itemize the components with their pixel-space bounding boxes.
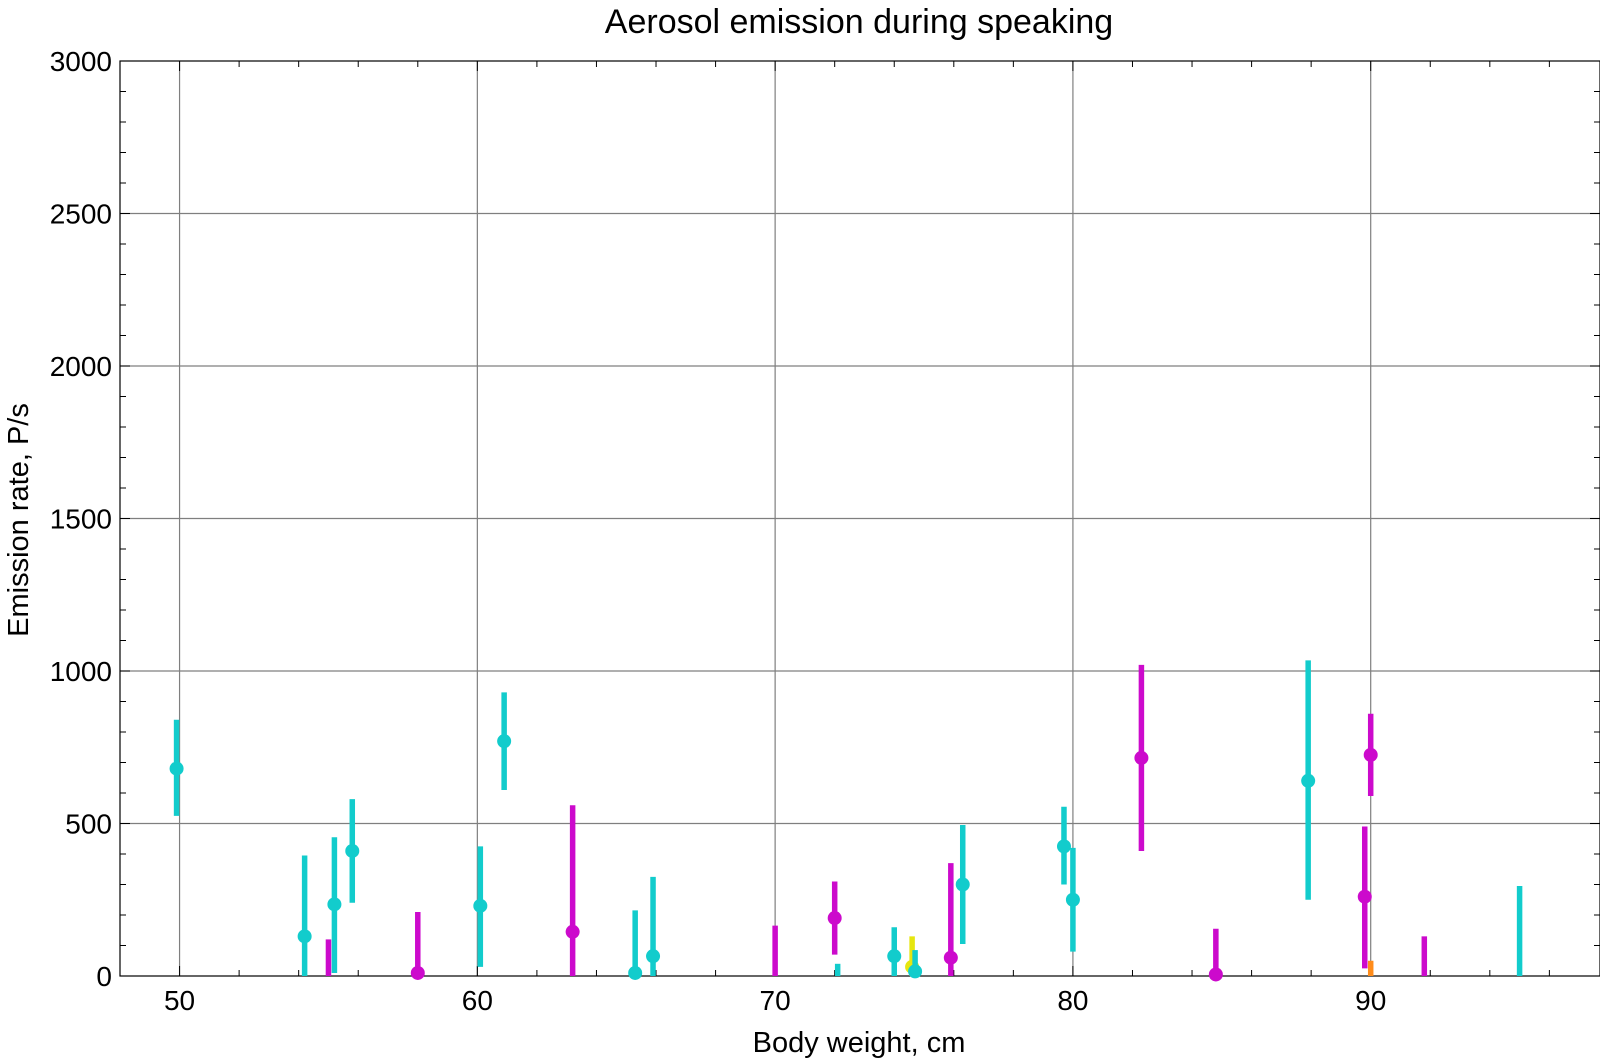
data-point-magenta <box>1134 750 1149 765</box>
data-point-magenta <box>1208 967 1223 982</box>
data-point-magenta <box>943 950 958 965</box>
data-point-magenta <box>1363 747 1378 762</box>
data-point-cyan <box>628 965 643 980</box>
y-tick-label: 2000 <box>50 351 112 382</box>
y-tick-label: 3000 <box>50 46 112 77</box>
data-point-cyan <box>497 734 512 749</box>
tick-labels: 50 60 70 80 90 0 500 1000 1500 2000 2500 3000 <box>50 46 1387 1016</box>
x-tick-label: 60 <box>462 985 493 1016</box>
data-point-cyan <box>345 843 360 858</box>
data-point-cyan <box>473 898 488 913</box>
x-tick-label: 80 <box>1057 985 1088 1016</box>
data-point-cyan <box>327 897 342 912</box>
y-axis-label: Emission rate, P/s <box>3 403 35 637</box>
data-point-cyan <box>1301 773 1316 788</box>
data-point-cyan <box>297 929 312 944</box>
chart-title: Aerosol emission during speaking <box>605 3 1113 41</box>
grid-lines <box>120 61 1600 976</box>
data-point-cyan <box>955 877 970 892</box>
x-axis-label: Body weight, cm <box>753 1027 966 1059</box>
y-tick-label: 1500 <box>50 504 112 535</box>
data-point-cyan <box>646 949 661 964</box>
data-point-magenta <box>827 911 842 926</box>
y-tick-label: 500 <box>65 809 112 840</box>
x-tick-label: 70 <box>760 985 791 1016</box>
plot-frame <box>119 60 1600 977</box>
y-tick-label: 2500 <box>50 199 112 230</box>
data-point-magenta <box>565 924 580 939</box>
data-points <box>169 660 1523 982</box>
y-tick-label: 0 <box>96 961 112 992</box>
data-point-cyan <box>1065 892 1080 907</box>
data-point-cyan <box>1056 839 1071 854</box>
y-tick-label: 1000 <box>50 656 112 687</box>
x-tick-label: 90 <box>1355 985 1386 1016</box>
x-tick-label: 50 <box>164 985 195 1016</box>
data-point-cyan <box>887 949 902 964</box>
data-point-cyan <box>169 761 184 776</box>
data-point-magenta <box>1357 889 1372 904</box>
data-point-cyan <box>908 964 923 979</box>
data-point-magenta <box>410 965 425 980</box>
